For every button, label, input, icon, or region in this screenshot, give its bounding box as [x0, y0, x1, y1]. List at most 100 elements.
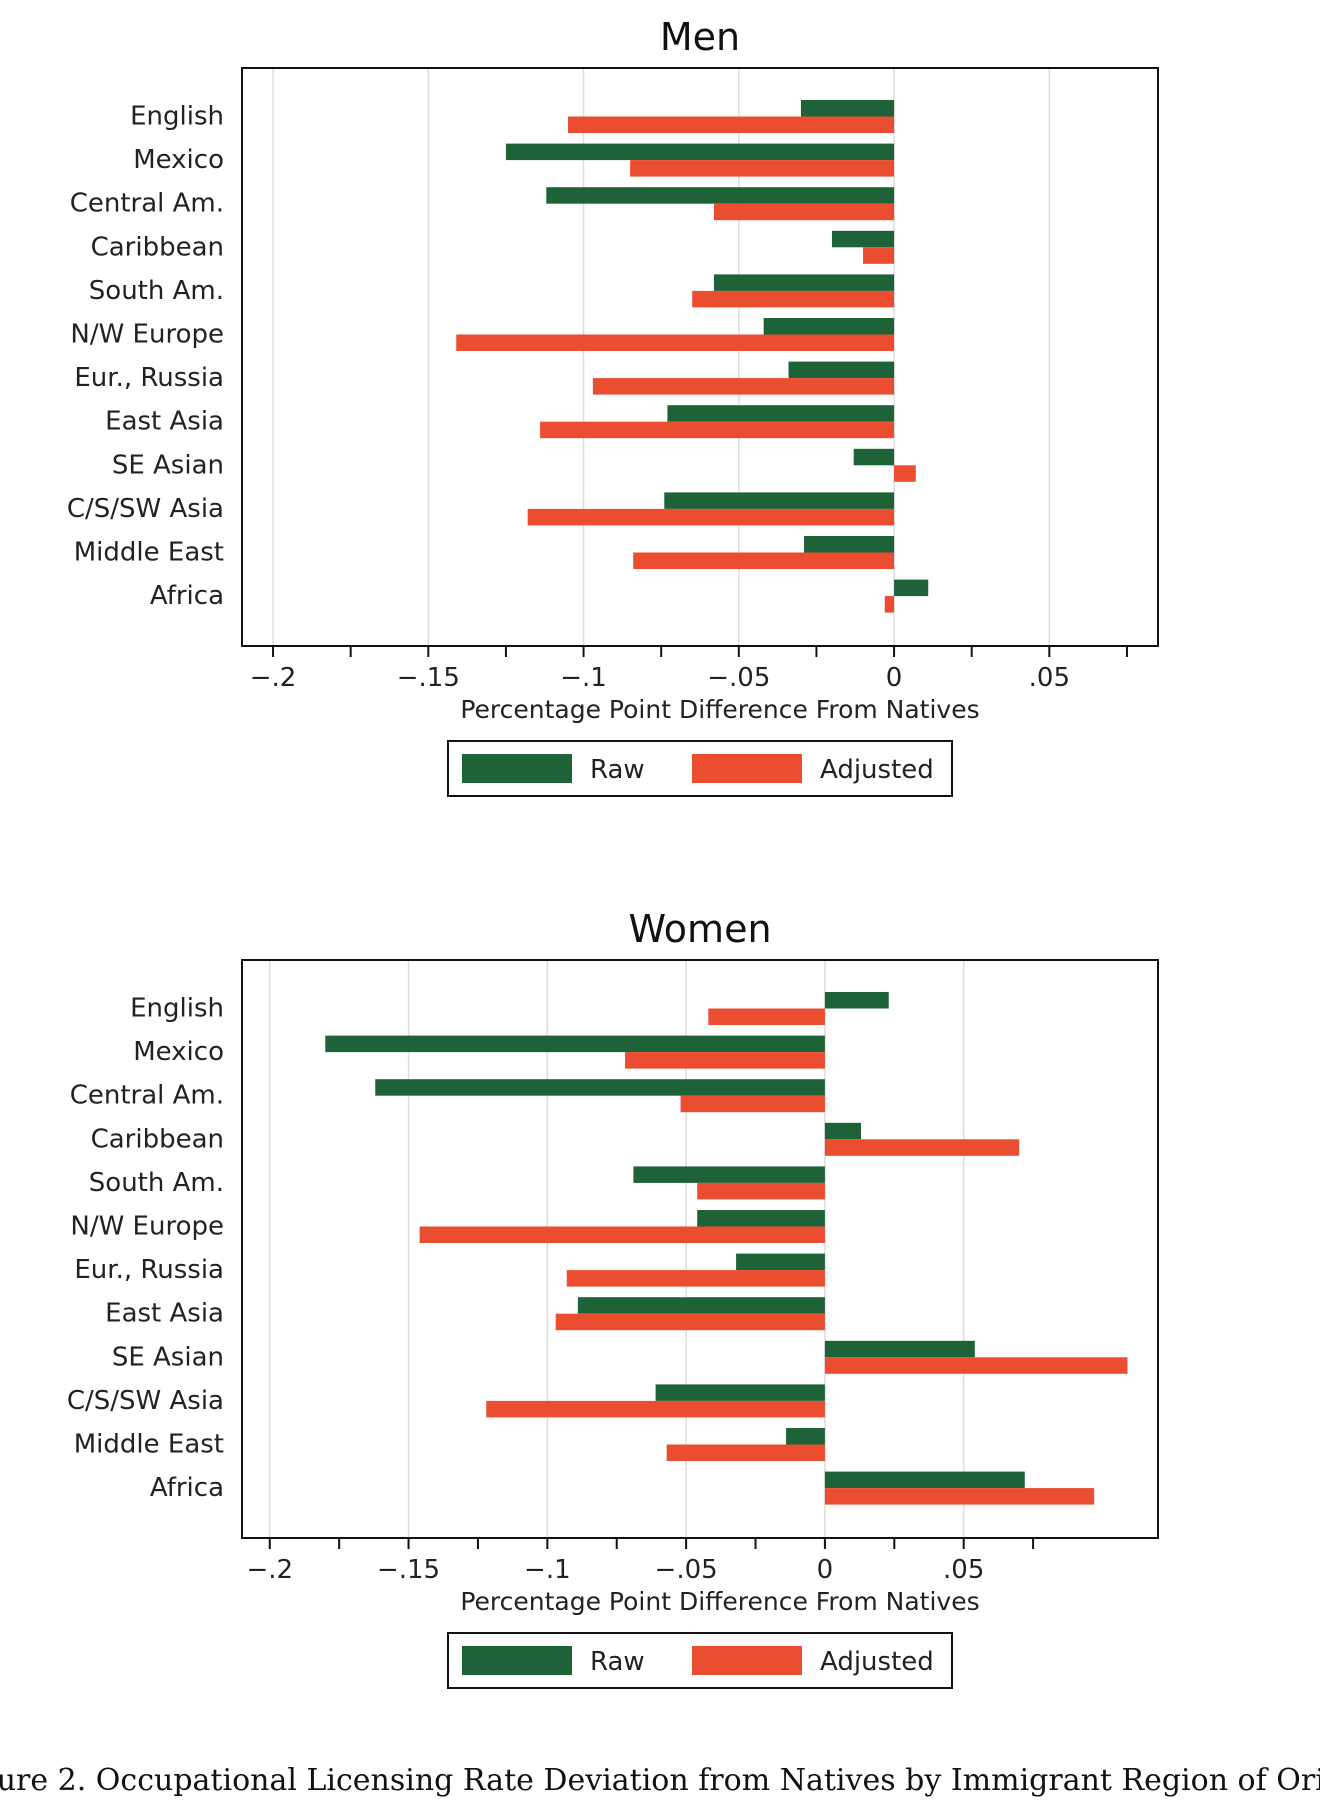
women-bar-adjusted-n-w-europe [419, 1226, 825, 1243]
men-bar-adjusted-central-am [713, 203, 895, 221]
women-plot-frame [241, 959, 1159, 1539]
women-bar-raw-south-am [633, 1166, 825, 1183]
women-tick-label: −.2 [246, 1555, 293, 1585]
women-bar-adjusted-south-am [697, 1182, 825, 1200]
men-category-label: Caribbean [91, 232, 224, 262]
men-bar-raw-africa [894, 579, 929, 597]
men-bar-adjusted-se-asian [894, 465, 916, 482]
men-tick-label: −.1 [560, 663, 607, 693]
women-bar-raw-east-asia [577, 1297, 825, 1314]
men-legend-label-raw: Raw [590, 755, 645, 785]
women-tick-label: 0 [817, 1555, 834, 1585]
men-bar-raw-mexico [505, 143, 895, 161]
women-bar-adjusted-central-am [680, 1095, 825, 1113]
men-category-label: Middle East [74, 538, 224, 568]
men-legend-swatch-raw [462, 754, 572, 783]
men-bar-adjusted-africa [884, 596, 895, 613]
men-bar-adjusted-south-am [692, 290, 895, 308]
men-x-axis-label: Percentage Point Difference From Natives [460, 695, 979, 724]
men-tick-label: 0 [886, 663, 903, 693]
men-chart-title: Men [660, 15, 740, 59]
men-tick-label: −.2 [250, 663, 297, 693]
men-bar-adjusted-c-s-sw-asia [527, 508, 895, 526]
men-category-label: South Am. [89, 276, 224, 306]
women-bar-adjusted-eur-russia [566, 1270, 825, 1287]
women-bar-raw-n-w-europe [697, 1210, 825, 1227]
men-bar-raw-english [800, 100, 895, 117]
men-tick-label: .05 [1029, 663, 1070, 693]
women-category-label: Central Am. [70, 1081, 224, 1111]
women-bar-raw-mexico [325, 1035, 825, 1053]
men-category-label: Central Am. [70, 189, 224, 219]
women-category-label: Middle East [74, 1430, 224, 1460]
women-category-label: Eur., Russia [74, 1255, 224, 1285]
men-bar-raw-caribbean [831, 230, 895, 248]
women-bar-raw-caribbean [824, 1122, 861, 1140]
men-chart-panel: Men English Mexico Central Am. Caribbean Sout… [67, 15, 1159, 797]
men-bar-raw-middle-east [804, 536, 895, 553]
men-category-label: Eur., Russia [74, 363, 224, 393]
women-bar-adjusted-caribbean [824, 1139, 1020, 1156]
men-legend-label-adjusted: Adjusted [820, 755, 934, 785]
women-bar-raw-se-asian [824, 1340, 975, 1358]
men-category-label: C/S/SW Asia [67, 494, 224, 524]
men-bar-adjusted-eur-russia [592, 378, 895, 395]
women-bar-adjusted-middle-east [666, 1444, 825, 1461]
women-category-label: South Am. [89, 1168, 224, 1198]
men-legend-swatch-adjusted [692, 754, 802, 783]
women-bar-raw-africa [824, 1471, 1025, 1489]
women-tick-label: −.15 [377, 1555, 440, 1585]
women-category-label: C/S/SW Asia [67, 1386, 224, 1416]
men-bar-raw-se-asian [853, 448, 895, 466]
women-category-label: N/W Europe [70, 1212, 224, 1242]
men-bar-adjusted-caribbean [863, 247, 895, 264]
men-category-label: English [130, 102, 224, 132]
women-category-label: English [130, 994, 224, 1024]
women-bar-raw-eur-russia [736, 1253, 825, 1271]
men-bar-raw-east-asia [667, 405, 895, 422]
men-plot-frame [241, 67, 1159, 647]
men-bar-adjusted-n-w-europe [456, 334, 895, 351]
women-legend-label-raw: Raw [590, 1647, 645, 1677]
men-bar-raw-south-am [713, 274, 895, 291]
women-bar-raw-english [824, 992, 889, 1009]
women-tick-label: −.1 [524, 1555, 571, 1585]
women-bar-adjusted-se-asian [824, 1357, 1128, 1374]
men-category-label: Africa [150, 581, 224, 611]
men-category-label: N/W Europe [70, 320, 224, 350]
women-bar-raw-central-am [375, 1079, 825, 1096]
women-category-label: Africa [150, 1473, 224, 1503]
women-x-axis-label: Percentage Point Difference From Natives [460, 1587, 979, 1616]
women-bar-adjusted-africa [824, 1488, 1095, 1505]
men-tick-label: −.15 [397, 663, 460, 693]
women-bar-adjusted-mexico [625, 1052, 825, 1069]
women-bar-raw-middle-east [786, 1428, 825, 1445]
men-category-label: East Asia [105, 407, 224, 437]
men-bar-raw-n-w-europe [763, 318, 895, 335]
men-tick-label: −.05 [707, 663, 770, 693]
men-category-label: SE Asian [112, 450, 224, 480]
women-category-label: Caribbean [91, 1124, 224, 1154]
women-category-label: SE Asian [112, 1342, 224, 1372]
men-bar-adjusted-mexico [630, 160, 895, 177]
women-category-label: Mexico [133, 1037, 224, 1067]
figure-caption: Figure 2. Occupational Licensing Rate De… [0, 1763, 1320, 1798]
women-bar-adjusted-c-s-sw-asia [486, 1400, 825, 1418]
women-bar-adjusted-english [708, 1008, 825, 1025]
men-bar-raw-c-s-sw-asia [664, 492, 895, 509]
women-legend-swatch-raw [462, 1646, 572, 1675]
men-bar-adjusted-east-asia [540, 421, 895, 439]
women-bar-raw-c-s-sw-asia [655, 1384, 825, 1401]
women-legend-label-adjusted: Adjusted [820, 1647, 934, 1677]
women-bar-adjusted-east-asia [555, 1313, 825, 1331]
women-tick-label: −.05 [655, 1555, 718, 1585]
men-category-label: Mexico [133, 145, 224, 175]
women-chart-title: Women [628, 907, 771, 951]
women-tick-label: .05 [943, 1555, 984, 1585]
women-chart-panel: Women English Mexico Central Am. Caribbean So… [67, 907, 1159, 1689]
women-category-label: East Asia [105, 1299, 224, 1329]
men-bar-adjusted-english [568, 116, 895, 133]
men-bar-raw-central-am [546, 187, 895, 204]
men-bar-raw-eur-russia [788, 361, 895, 379]
